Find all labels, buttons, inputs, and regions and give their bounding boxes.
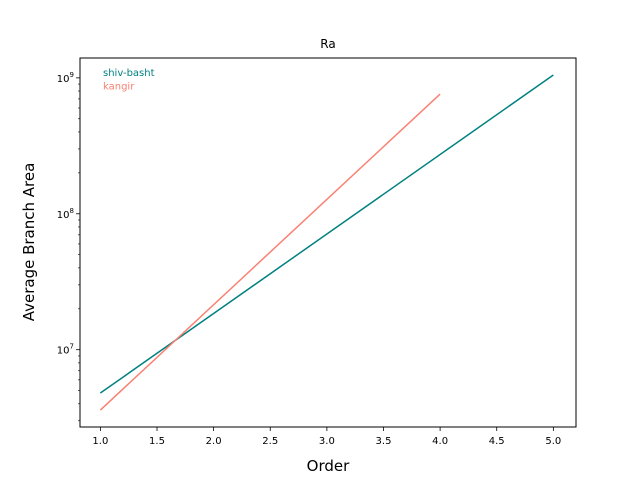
legend-label-1: kangir bbox=[103, 82, 135, 93]
legend-label-0: shiv-basht bbox=[103, 68, 155, 79]
y-tick-label: 109 bbox=[57, 71, 74, 85]
x-tick-label: 4.0 bbox=[432, 436, 448, 447]
series-line-0 bbox=[99, 74, 554, 394]
y-tick-label: 107 bbox=[57, 343, 74, 357]
x-tick-label: 1.0 bbox=[92, 436, 108, 447]
x-tick-label: 5.0 bbox=[545, 436, 561, 447]
x-tick-label: 2.5 bbox=[262, 436, 278, 447]
plot-lines bbox=[99, 74, 554, 411]
x-axis-title: Order bbox=[307, 457, 350, 475]
plot-frame bbox=[79, 57, 577, 428]
series-line-1 bbox=[99, 93, 441, 411]
x-tick-label: 1.5 bbox=[149, 436, 165, 447]
chart-title: Ra bbox=[320, 37, 335, 51]
x-tick-label: 3.0 bbox=[319, 436, 335, 447]
y-tick-label: 108 bbox=[57, 207, 74, 221]
legend: shiv-basht kangir bbox=[103, 68, 155, 93]
y-axis-title: Average Branch Area bbox=[20, 163, 38, 322]
x-axis: 1.0 1.5 2.0 2.5 3.0 3.5 4.0 4.5 5.0 bbox=[92, 427, 561, 447]
x-tick-label: 2.0 bbox=[206, 436, 222, 447]
x-tick-label: 3.5 bbox=[376, 436, 392, 447]
y-axis: 107 108 109 bbox=[57, 71, 80, 422]
x-tick-label: 4.5 bbox=[489, 436, 505, 447]
